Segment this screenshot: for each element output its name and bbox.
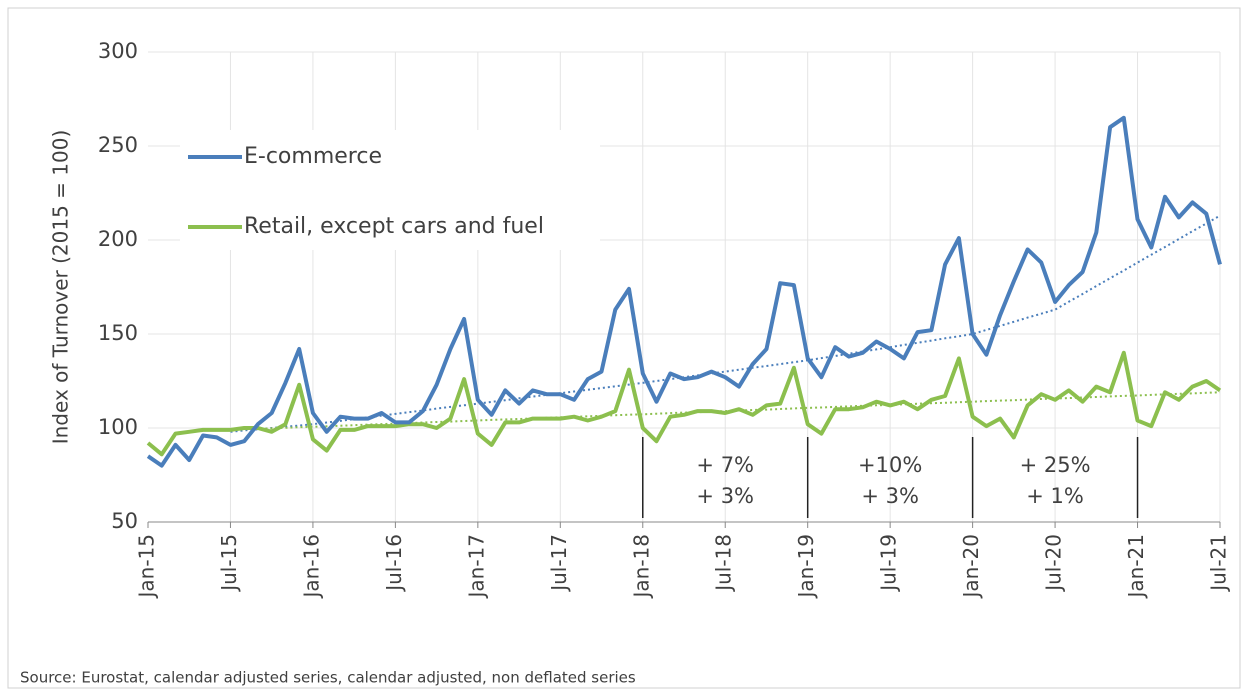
annotation: + 1% xyxy=(1026,484,1084,508)
legend-label: E-commerce xyxy=(244,144,382,169)
series-line xyxy=(146,115,1222,468)
y-tick-label: 200 xyxy=(98,227,138,251)
annotation: + 3% xyxy=(861,484,919,508)
source: Source: Eurostat, calendar adjusted seri… xyxy=(20,669,636,687)
x-tick-label: Jan-15 xyxy=(135,534,159,600)
y-tick-label: 150 xyxy=(98,321,138,345)
x-tick-label: Jan-18 xyxy=(629,534,653,600)
x-tick-label: Jul-18 xyxy=(712,534,736,593)
x-tick-label: Jul-19 xyxy=(877,534,901,593)
x-tick-label: Jul-16 xyxy=(382,534,406,593)
annotation: +10% xyxy=(858,453,922,477)
annotation: + 25% xyxy=(1020,453,1091,477)
annotation: + 3% xyxy=(696,484,754,508)
y-tick-label: 300 xyxy=(98,39,138,63)
trend-line xyxy=(230,214,1221,433)
x-tick-label: Jan-17 xyxy=(464,534,488,600)
y-tick-label: 50 xyxy=(111,509,138,533)
y-tick-label: 100 xyxy=(98,415,138,439)
y-axis-label: Index of Turnover (2015 = 100) xyxy=(49,130,73,445)
x-tick-label: Jan-19 xyxy=(794,534,818,600)
legend-background xyxy=(180,130,600,250)
x-tick-label: Jan-21 xyxy=(1124,534,1148,600)
x-tick-label: Jan-20 xyxy=(959,534,983,600)
legend-label: Retail, except cars and fuel xyxy=(244,214,544,239)
frame xyxy=(7,7,1241,689)
x-tick-label: Jul-21 xyxy=(1207,534,1231,593)
x-tick-label: Jul-20 xyxy=(1042,534,1066,593)
y-tick-label: 250 xyxy=(98,133,138,157)
x-tick-label: Jan-16 xyxy=(299,534,323,600)
annotation: + 7% xyxy=(696,453,754,477)
x-tick-label: Jul-15 xyxy=(217,534,241,593)
series-line xyxy=(146,350,1222,457)
x-tick-label: Jul-17 xyxy=(547,534,571,593)
